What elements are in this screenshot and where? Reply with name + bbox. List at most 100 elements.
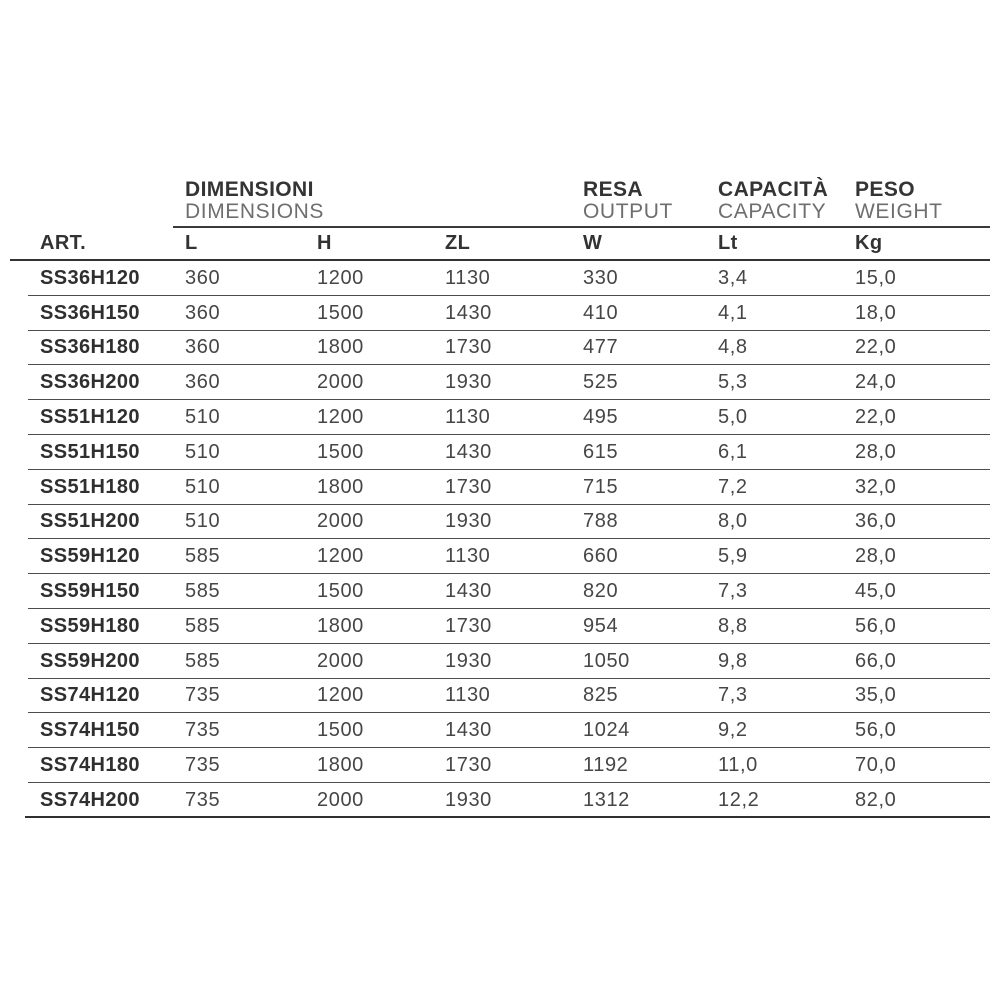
table-cell: 1730 <box>445 336 492 359</box>
table-cell: 585 <box>185 649 221 672</box>
table-cell: 1500 <box>317 440 364 463</box>
table-cell: 510 <box>185 475 221 498</box>
column-header-w: W <box>583 232 603 254</box>
table-cell: 1430 <box>445 301 492 324</box>
table-cell: 24,0 <box>855 371 897 394</box>
table-cell: 1500 <box>317 719 364 742</box>
table-cell-art: SS74H150 <box>40 719 140 742</box>
table-row: SS59H200 585 2000 1930 1050 9,8 66,0 <box>10 644 990 679</box>
table-cell: 82,0 <box>855 788 897 811</box>
group-subtitle-dimensions: DIMENSIONS <box>185 200 325 223</box>
table-row: SS59H180 585 1800 1730 954 8,8 56,0 <box>10 609 990 644</box>
table-cell: 360 <box>185 371 221 394</box>
table-cell: 1430 <box>445 719 492 742</box>
table-cell: 1312 <box>583 788 630 811</box>
table-cell: 11,0 <box>718 754 758 777</box>
table-cell: 9,8 <box>718 649 748 672</box>
table-cell: 5,3 <box>718 371 748 394</box>
group-subtitle-weight: WEIGHT <box>855 200 943 223</box>
table-row: SS51H200 510 2000 1930 788 8,0 36,0 <box>10 505 990 540</box>
table-cell: 510 <box>185 440 221 463</box>
table-cell: 56,0 <box>855 719 897 742</box>
table-cell: 510 <box>185 510 221 533</box>
table-cell: 825 <box>583 684 619 707</box>
table-cell-art: SS74H120 <box>40 684 140 707</box>
table-cell: 585 <box>185 580 221 603</box>
table-row: SS51H180 510 1800 1730 715 7,2 32,0 <box>10 470 990 505</box>
table-cell: 360 <box>185 336 221 359</box>
table-cell: 615 <box>583 440 619 463</box>
table-cell: 1192 <box>583 754 629 777</box>
table-cell: 3,4 <box>718 266 748 289</box>
table-cell: 1130 <box>445 266 491 289</box>
table-cell-art: SS59H200 <box>40 649 140 672</box>
table-cell: 495 <box>583 406 619 429</box>
table-cell-art: SS51H120 <box>40 406 140 429</box>
table-cell: 330 <box>583 266 619 289</box>
group-title-capacita: CAPACITÀ <box>718 178 829 201</box>
table-cell: 410 <box>583 301 619 324</box>
table-cell: 1800 <box>317 614 364 637</box>
column-group-weight: PESO WEIGHT <box>855 178 990 226</box>
table-cell: 18,0 <box>855 301 897 324</box>
table-row: SS36H120 360 1200 1130 330 3,4 15,0 <box>10 261 990 296</box>
column-header-lt: Lt <box>718 232 738 254</box>
table-cell: 585 <box>185 614 221 637</box>
table-cell: 45,0 <box>855 580 897 603</box>
table-cell: 1200 <box>317 406 364 429</box>
table-cell: 70,0 <box>855 754 897 777</box>
column-group-output: RESA OUTPUT <box>583 178 718 226</box>
table-cell: 1800 <box>317 336 364 359</box>
table-cell: 1800 <box>317 475 364 498</box>
table-cell: 585 <box>185 545 221 568</box>
table-cell: 1500 <box>317 580 364 603</box>
group-title-resa: RESA <box>583 178 643 201</box>
table-cell: 1730 <box>445 754 492 777</box>
column-header-zl: ZL <box>445 232 471 254</box>
table-cell: 7,3 <box>718 684 748 707</box>
table-cell: 2000 <box>317 371 364 394</box>
table-cell: 8,8 <box>718 614 748 637</box>
table-row: SS36H150 360 1500 1430 410 4,1 18,0 <box>10 296 990 331</box>
table-cell: 735 <box>185 788 221 811</box>
table-cell: 1200 <box>317 684 364 707</box>
table-cell: 477 <box>583 336 619 359</box>
table-row: SS74H150 735 1500 1430 1024 9,2 56,0 <box>10 713 990 748</box>
table-cell: 1930 <box>445 371 492 394</box>
table-cell: 2000 <box>317 649 364 672</box>
table-cell-art: SS36H200 <box>40 371 140 394</box>
table-cell: 28,0 <box>855 440 897 463</box>
table-cell: 35,0 <box>855 684 897 707</box>
group-title-peso: PESO <box>855 178 915 201</box>
table-cell: 1730 <box>445 614 492 637</box>
table-cell: 525 <box>583 371 619 394</box>
table-row: SS36H200 360 2000 1930 525 5,3 24,0 <box>10 365 990 400</box>
table-cell: 4,1 <box>718 301 748 324</box>
table-cell: 7,3 <box>718 580 748 603</box>
table-cell-art: SS51H150 <box>40 440 140 463</box>
spec-table: DIMENSIONI DIMENSIONS RESA OUTPUT CAPACI… <box>10 178 990 818</box>
table-cell-art: SS36H180 <box>40 336 140 359</box>
group-subtitle-output: OUTPUT <box>583 200 673 223</box>
table-cell: 360 <box>185 301 221 324</box>
column-group-capacity: CAPACITÀ CAPACITY <box>718 178 855 226</box>
table-cell: 1200 <box>317 545 364 568</box>
table-cell: 1800 <box>317 754 364 777</box>
table-cell: 12,2 <box>718 788 760 811</box>
table-cell: 66,0 <box>855 649 897 672</box>
table-cell: 1130 <box>445 545 491 568</box>
table-cell: 735 <box>185 754 221 777</box>
table-cell: 1130 <box>445 406 491 429</box>
table-cell: 1930 <box>445 510 492 533</box>
table-body: SS36H120 360 1200 1130 330 3,4 15,0 SS36H150 360… <box>10 261 990 818</box>
table-cell: 1050 <box>583 649 630 672</box>
table-cell: 820 <box>583 580 619 603</box>
table-cell: 1430 <box>445 580 492 603</box>
column-header-h: H <box>317 232 332 254</box>
table-cell: 5,9 <box>718 545 748 568</box>
table-cell: 1500 <box>317 301 364 324</box>
table-row: SS74H180 735 1800 1730 1192 11,0 70,0 <box>10 748 990 783</box>
table-cell-art: SS36H150 <box>40 301 140 324</box>
table-cell: 15,0 <box>855 266 897 289</box>
table-cell-art: SS51H200 <box>40 510 140 533</box>
